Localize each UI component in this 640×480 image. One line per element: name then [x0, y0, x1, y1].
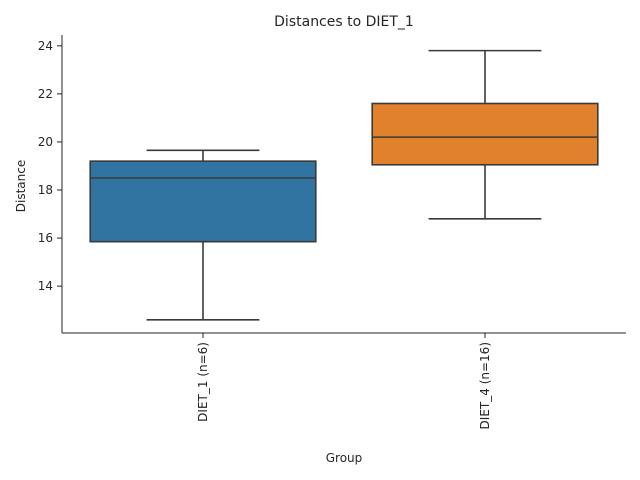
y-tick-label: 14	[38, 279, 53, 293]
iqr-box	[371, 102, 599, 166]
y-axis-title: Distance	[14, 160, 28, 212]
y-tick-label: 18	[38, 183, 53, 197]
y-tick-label: 20	[38, 135, 53, 149]
iqr-box	[89, 160, 317, 243]
y-tick-label: 22	[38, 87, 53, 101]
x-axis-ticks: DIET_1 (n=6) DIET_4 (n=16)	[196, 333, 492, 429]
y-tick-label: 16	[38, 231, 53, 245]
box-series	[89, 49, 599, 321]
x-tick-label: DIET_4 (n=16)	[478, 342, 492, 429]
chart-title: Distances to DIET_1	[274, 14, 414, 30]
x-tick-label: DIET_1 (n=6)	[196, 342, 210, 422]
box-group	[89, 149, 317, 321]
y-tick-label: 24	[38, 39, 53, 53]
x-axis-title: Group	[326, 451, 363, 465]
box-group	[371, 49, 599, 220]
y-axis-ticks: 14 16 18 20 22 24	[38, 39, 62, 293]
